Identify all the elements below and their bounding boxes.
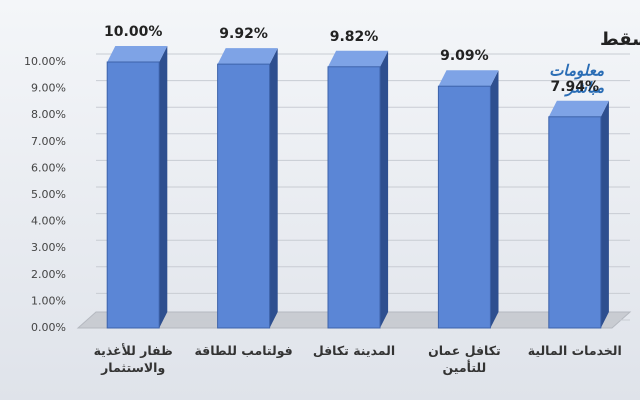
y-tick-label: 4.00% — [31, 215, 66, 228]
y-tick-label: 10.00% — [24, 55, 66, 68]
value-label: 9.09% — [440, 48, 489, 64]
y-tick-label: 8.00% — [31, 108, 66, 121]
x-tick-label: فولتامب للطاقة — [194, 343, 293, 358]
bar — [437, 85, 491, 329]
bar-side — [600, 100, 609, 329]
logo-top: معلومات — [549, 62, 604, 80]
y-tick-label: 9.00% — [31, 82, 66, 95]
value-label: 9.92% — [219, 26, 268, 42]
bar — [548, 116, 602, 329]
bar-side — [269, 48, 278, 329]
y-tick-label: 6.00% — [31, 161, 66, 174]
bar-side — [159, 46, 168, 328]
x-tick-label: ظفار للأغذية والاستثمار — [93, 343, 173, 375]
y-tick-label: 0.00% — [31, 321, 66, 334]
y-tick-label: 1.00% — [31, 294, 66, 307]
bar-top — [548, 100, 609, 117]
bar-top — [438, 70, 499, 87]
bar — [217, 63, 271, 329]
chart-title: أكثر 5 أسهم رابحة ببورصة مسقط — [600, 27, 640, 50]
x-tick-label: الخدمات المالية — [527, 343, 622, 358]
y-tick-label: 7.00% — [31, 135, 66, 148]
bar — [106, 61, 160, 329]
bar-top — [217, 48, 278, 65]
bar-top — [328, 50, 389, 67]
y-tick-label: 2.00% — [31, 268, 66, 281]
value-label: 10.00% — [104, 24, 162, 40]
bar-top — [107, 46, 168, 62]
bar-side — [380, 50, 389, 329]
value-label: 7.94% — [551, 79, 600, 95]
bar — [327, 66, 381, 329]
logo-bottom: مباشر — [564, 79, 604, 97]
x-tick-label: المدينة تكافل — [312, 343, 396, 358]
x-tick-label: تكافل عمان للتأمين — [428, 343, 501, 375]
y-tick-label: 3.00% — [31, 241, 66, 254]
y-tick-label: 5.00% — [31, 188, 66, 201]
bar-side — [490, 70, 499, 329]
value-label: 9.82% — [330, 29, 379, 45]
